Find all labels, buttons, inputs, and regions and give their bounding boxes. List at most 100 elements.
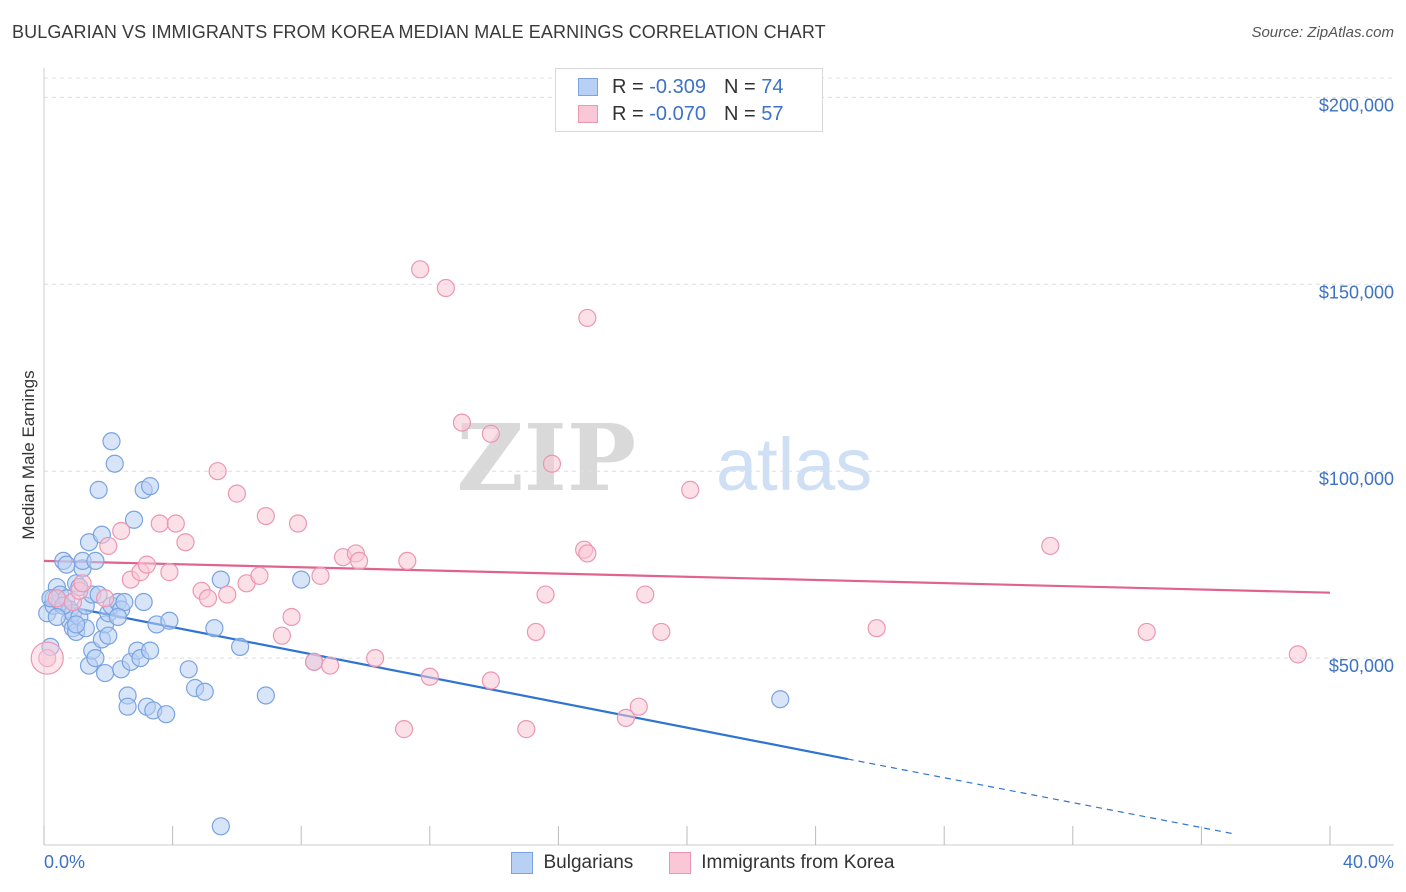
data-point-bulgarians	[231, 637, 250, 656]
legend-swatch-bulgarians	[511, 852, 534, 874]
data-point-korea	[517, 720, 536, 739]
data-point-bulgarians	[211, 817, 230, 836]
r-value: -0.309	[649, 75, 706, 98]
data-point-korea	[218, 585, 237, 604]
data-point-korea	[176, 533, 195, 552]
data-point-korea	[73, 574, 92, 593]
data-point-korea	[652, 622, 671, 642]
data-point-bulgarians	[47, 607, 66, 627]
data-point-bulgarians	[771, 690, 790, 709]
data-point-korea	[420, 667, 439, 686]
data-point-korea	[578, 308, 597, 328]
data-point-korea	[227, 484, 246, 503]
data-point-korea	[137, 555, 156, 574]
data-point-korea	[1041, 536, 1060, 556]
data-point-korea	[311, 566, 330, 585]
trend-line-extension	[847, 758, 1234, 835]
r-value: -0.070	[649, 102, 706, 125]
data-point-korea	[578, 544, 597, 563]
y-tick-label: $100,000	[1319, 469, 1394, 489]
data-point-korea	[526, 622, 545, 642]
data-point-korea	[166, 514, 185, 533]
data-point-bulgarians	[115, 592, 134, 612]
legend-label-bulgarians: Bulgarians	[543, 852, 634, 873]
chart-title: BULGARIAN VS IMMIGRANTS FROM KOREA MEDIA…	[12, 22, 826, 42]
data-point-korea	[1288, 645, 1307, 664]
data-point-korea	[394, 720, 414, 739]
data-point-korea	[47, 589, 66, 608]
data-point-bulgarians	[89, 480, 108, 499]
data-point-bulgarians	[211, 570, 230, 589]
x-tick-label-max: 40.0%	[1343, 852, 1394, 872]
data-point-korea	[481, 424, 500, 443]
data-point-korea	[398, 551, 417, 571]
stats-legend-row-korea: R = -0.070 N = 57	[578, 102, 783, 126]
data-point-korea	[30, 641, 64, 675]
legend-swatch-korea	[578, 105, 598, 123]
data-point-bulgarians	[118, 697, 137, 716]
n-value: 57	[761, 102, 784, 125]
stats-legend-row-bulgarians: R = -0.309 N = 74	[578, 75, 783, 99]
y-tick-label: $50,000	[1329, 656, 1394, 676]
data-point-korea	[536, 585, 555, 604]
data-point-korea	[542, 454, 562, 473]
data-point-korea	[198, 589, 218, 608]
r-label: R =	[612, 102, 644, 125]
data-point-korea	[436, 278, 455, 298]
data-point-bulgarians	[140, 477, 160, 496]
legend-swatch-bulgarians	[578, 78, 598, 96]
data-point-korea	[272, 626, 292, 645]
x-tick-label-min: 0.0%	[44, 852, 85, 872]
trend-line-bulgarians	[43, 600, 848, 761]
data-point-bulgarians	[67, 615, 86, 634]
data-point-korea	[1137, 622, 1156, 642]
trend-line-korea	[43, 559, 1331, 594]
legend-item-bulgarians[interactable]: Bulgarians	[511, 852, 633, 874]
legend-item-korea[interactable]: Immigrants from Korea	[669, 852, 895, 874]
data-point-korea	[99, 536, 118, 556]
data-point-bulgarians	[95, 663, 115, 683]
data-point-bulgarians	[105, 454, 124, 473]
source-label: Source: ZipAtlas.com	[1251, 24, 1394, 41]
data-point-korea	[481, 671, 500, 690]
data-point-korea	[160, 563, 179, 582]
data-point-korea	[304, 652, 324, 671]
data-point-korea	[282, 607, 301, 627]
data-point-bulgarians	[179, 660, 198, 679]
n-label: N =	[723, 102, 756, 125]
data-point-bulgarians	[124, 510, 144, 529]
legend-swatch-korea	[669, 852, 692, 874]
data-point-korea	[256, 506, 275, 526]
data-point-korea	[349, 551, 369, 571]
y-axis-title: Median Male Earnings	[19, 370, 38, 539]
data-point-korea	[629, 697, 648, 716]
data-point-bulgarians	[157, 705, 176, 724]
data-point-bulgarians	[108, 607, 128, 627]
data-point-bulgarians	[86, 648, 105, 668]
data-point-korea	[452, 413, 472, 432]
data-point-korea	[867, 619, 886, 638]
data-point-korea	[250, 566, 269, 585]
data-point-bulgarians	[160, 611, 179, 630]
n-value: 74	[761, 75, 784, 98]
data-point-korea	[112, 521, 131, 541]
data-point-korea	[38, 648, 57, 668]
data-point-korea	[616, 708, 636, 728]
data-point-korea	[288, 514, 308, 533]
stats-legend: R = -0.309 N = 74 R = -0.070 N = 57	[555, 68, 823, 132]
data-point-bulgarians	[292, 570, 311, 589]
data-point-korea	[321, 656, 340, 675]
data-point-bulgarians	[205, 619, 224, 638]
data-point-korea	[636, 585, 655, 604]
data-point-korea	[366, 648, 385, 668]
data-point-korea	[95, 589, 115, 608]
y-tick-label: $150,000	[1319, 282, 1394, 302]
data-point-korea	[681, 480, 700, 499]
legend-label-korea: Immigrants from Korea	[701, 852, 895, 873]
watermark-atlas: atlas	[716, 423, 872, 506]
data-point-bulgarians	[99, 626, 118, 645]
r-label: R =	[612, 75, 644, 98]
y-tick-label: $200,000	[1319, 95, 1394, 115]
data-point-korea	[208, 462, 227, 481]
